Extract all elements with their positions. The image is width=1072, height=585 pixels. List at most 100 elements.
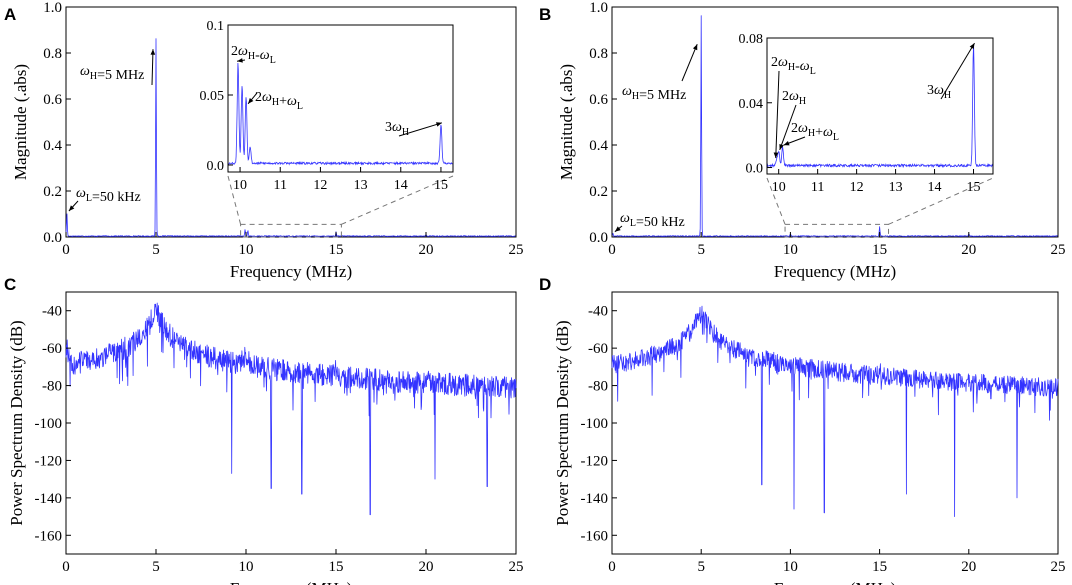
zoom-connector — [888, 177, 994, 225]
inset-plot: 10 11 12 13 14 15 0.0 0.05 0.1 2ωH-ωL 2ωH+ωL 3ωH — [200, 19, 454, 193]
inset-annotation-arrow — [779, 104, 797, 151]
x-tick-label: 10 — [783, 559, 798, 575]
zoom-box — [240, 223, 342, 238]
annotation-arrow-head — [68, 205, 75, 211]
y-tick-label: -120 — [35, 453, 63, 469]
inset-frame — [227, 24, 454, 173]
x-tick-label: 5 — [697, 559, 705, 575]
panel-letter: C — [4, 275, 16, 294]
inset-plot: 10 11 12 13 14 15 0.0 0.04 0.08 2ωH-ωL 2ωH 2ωH+ωL 3ω… — [739, 32, 994, 195]
inset-x-tick-label: 14 — [928, 180, 942, 195]
inset-x-tick-label: 15 — [434, 178, 448, 193]
y-tick-label: 0.4 — [43, 138, 62, 154]
x-tick-label: 25 — [509, 242, 524, 258]
inset-x-tick-label: 12 — [850, 180, 864, 195]
x-tick-label: 0 — [62, 559, 70, 575]
panel-letter: B — [539, 5, 551, 24]
inset-x-tick-label: 13 — [354, 178, 368, 193]
inset-annotation-arrow-head — [237, 58, 243, 63]
inset-annotation: 2ωH — [782, 89, 806, 107]
x-tick-label: 25 — [509, 559, 524, 575]
x-tick-label: 20 — [419, 242, 434, 258]
series-line — [611, 305, 1059, 517]
inset-x-tick-label: 12 — [313, 178, 327, 193]
x-tick-label: 15 — [872, 559, 887, 575]
inset-frame — [766, 37, 994, 175]
inset-annotation: 2ωH+ωL — [791, 121, 839, 143]
y-tick-label: -80 — [588, 379, 608, 395]
inset-x-tick-label: 11 — [811, 180, 824, 195]
inset-annotation-arrow-head — [435, 122, 442, 127]
annotation-arrow-head — [150, 49, 156, 55]
x-tick-label: 20 — [961, 559, 976, 575]
y-axis-label: Magnitude (.abs) — [11, 64, 30, 180]
panel-b: B 0 5 10 15 20 25 0.0 0.2 0.4 0.6 0.8 1.0 Frequency (… — [539, 0, 1066, 281]
y-tick-label: -140 — [35, 491, 63, 507]
inset-x-tick-label: 11 — [273, 178, 286, 193]
inset-annotation-arrow — [398, 122, 443, 137]
x-tick-label: 15 — [872, 242, 887, 258]
y-axis-label: Magnitude (.abs) — [557, 64, 576, 180]
y-tick-label: -40 — [588, 304, 608, 320]
inset-background — [767, 38, 993, 174]
inset-annotation-arrow-head — [783, 140, 790, 146]
y-tick-label: 0.8 — [589, 46, 608, 62]
y-tick-label: 0.6 — [43, 92, 62, 108]
panel-a: A 0 5 10 15 20 25 0.0 0.2 0.4 0.6 0.8 1.0 Frequency (… — [4, 0, 524, 281]
y-tick-label: 0.0 — [589, 230, 608, 246]
inset-y-tick-label: 0.08 — [739, 32, 764, 47]
y-axis-label: Power Spectrum Density (dB) — [553, 320, 572, 525]
y-tick-label: 1.0 — [589, 0, 608, 16]
x-tick-label: 10 — [783, 242, 798, 258]
annotation-arrow-head — [692, 44, 698, 51]
x-axis-label: Frequency (MHz) — [774, 262, 896, 281]
y-tick-label: 0.2 — [43, 184, 62, 200]
y-tick-label: -60 — [42, 341, 62, 357]
x-tick-label: 0 — [608, 559, 616, 575]
annotation: ωL=50 kHz — [76, 186, 141, 205]
annotation: ωH=5 MHz — [622, 84, 686, 103]
y-tick-label: -60 — [588, 341, 608, 357]
annotation: ωL=50 kHz — [620, 211, 685, 230]
x-tick-label: 5 — [152, 559, 160, 575]
inset-annotation-arrow-head — [969, 43, 975, 50]
inset-y-tick-label: 0.04 — [739, 97, 764, 112]
x-tick-label: 25 — [1051, 242, 1066, 258]
annotation: ωH=5 MHz — [80, 64, 144, 83]
annotation-arrow — [681, 44, 698, 82]
x-tick-label: 15 — [329, 242, 344, 258]
plot-area — [611, 6, 1059, 238]
y-tick-label: 0.8 — [43, 46, 62, 62]
panel-d: D 0 5 10 15 20 25 -40 -60 -80 -100 -120 -140 -160 Freq… — [539, 275, 1066, 585]
zoom-connector — [341, 175, 454, 225]
inset-x-tick-label: 10 — [772, 180, 786, 195]
series-line — [65, 302, 517, 516]
y-tick-label: -140 — [581, 491, 609, 507]
inset-annotation-arrow-head — [779, 143, 784, 150]
inset-annotation: 2ωH+ωL — [255, 90, 303, 112]
y-axis-label: Power Spectrum Density (dB) — [7, 320, 26, 525]
inset-annotation-arrow-head — [248, 98, 254, 104]
inset-y-tick-label: 0.0 — [207, 159, 225, 174]
series-line — [611, 15, 1059, 237]
y-tick-label: -120 — [581, 453, 609, 469]
x-tick-label: 10 — [239, 242, 254, 258]
plot-area — [611, 291, 1059, 555]
y-tick-label: 0.0 — [43, 230, 62, 246]
y-tick-label: -40 — [42, 304, 62, 320]
panel-c: C 0 5 10 15 20 25 -40 -60 -80 -100 -120 -140 -160 Freq… — [4, 275, 524, 585]
inset-series-line — [766, 44, 994, 169]
y-tick-label: -100 — [581, 416, 609, 432]
x-tick-label: 20 — [419, 559, 434, 575]
inset-background — [228, 25, 453, 172]
y-tick-label: 1.0 — [43, 0, 62, 16]
inset-y-tick-label: 0.1 — [207, 19, 225, 34]
annotation-arrow — [151, 49, 154, 86]
inset-x-tick-label: 14 — [394, 178, 408, 193]
x-tick-label: 20 — [961, 242, 976, 258]
inset-annotation-arrow — [940, 42, 975, 100]
x-tick-label: 5 — [697, 242, 705, 258]
inset-series-line — [227, 62, 454, 166]
y-tick-label: -160 — [35, 528, 63, 544]
